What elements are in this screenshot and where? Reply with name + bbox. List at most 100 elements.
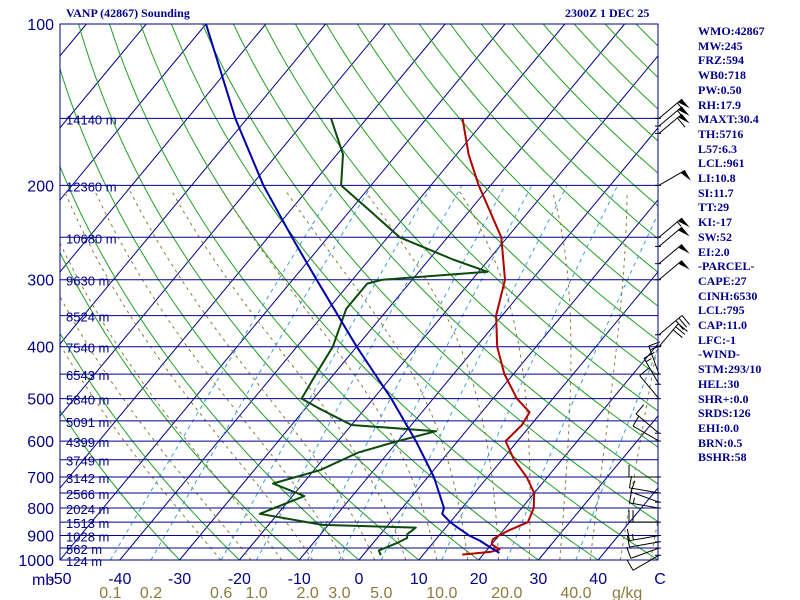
barb-flag bbox=[677, 117, 686, 128]
dry-adiabat-line bbox=[109, 24, 539, 560]
barb-flag bbox=[635, 404, 645, 415]
mixing-ratio-label: 0.1 bbox=[99, 585, 121, 600]
dry-adiabat-line bbox=[356, 24, 658, 342]
x-tick-label: -40 bbox=[108, 571, 131, 588]
x-tick-label: 40 bbox=[589, 571, 607, 588]
dry-adiabat-line bbox=[325, 24, 658, 377]
height-level-label: 5840 m bbox=[66, 393, 109, 408]
isotherm-line bbox=[60, 24, 267, 273]
wind-barb bbox=[628, 510, 661, 523]
barb-staff bbox=[630, 547, 660, 559]
y-tick-label: 900 bbox=[27, 528, 54, 545]
dry-adiabat-line bbox=[511, 24, 658, 174]
index-row: TH:5716 bbox=[698, 126, 744, 141]
moist-adiabat-line bbox=[222, 190, 438, 560]
height-level-label: 2566 m bbox=[66, 487, 109, 502]
barb-staff bbox=[639, 375, 660, 399]
height-level-label: 1513 m bbox=[66, 516, 109, 531]
wind-barb bbox=[655, 169, 691, 186]
isotherm-line bbox=[298, 127, 658, 560]
barb-pennant bbox=[678, 106, 690, 116]
y-tick-label: 800 bbox=[27, 501, 54, 518]
x-tick-label: -30 bbox=[168, 571, 191, 588]
barb-staff bbox=[658, 315, 683, 336]
y-tick-label: 700 bbox=[27, 470, 54, 487]
barb-half-flag bbox=[645, 358, 652, 363]
index-row: STM:293/10 bbox=[698, 362, 762, 377]
height-level-label: 14140 m bbox=[66, 112, 117, 127]
index-row: FRZ:594 bbox=[698, 53, 744, 68]
barb-staff bbox=[658, 226, 683, 247]
index-row: LCL:795 bbox=[698, 303, 745, 318]
barb-staff bbox=[658, 217, 683, 238]
height-level-label: 5091 m bbox=[66, 415, 109, 430]
isotherm-line bbox=[60, 24, 147, 129]
y-tick-label: 500 bbox=[27, 392, 54, 409]
moist-adiabat-line bbox=[619, 339, 658, 560]
dry-adiabat-line bbox=[60, 409, 180, 560]
moist-adiabat-line bbox=[285, 190, 469, 560]
dewpoint-profile-line bbox=[258, 118, 489, 556]
mixing-ratio-label: 10.0 bbox=[426, 585, 457, 600]
x-axis-unit: C bbox=[654, 571, 666, 588]
barb-flag bbox=[678, 317, 688, 328]
index-row: MAXT:30.4 bbox=[698, 112, 759, 127]
mixing-ratio-line bbox=[220, 185, 433, 560]
barb-staff bbox=[632, 425, 660, 442]
height-level-label: 3142 m bbox=[66, 471, 109, 486]
index-row: SW:52 bbox=[698, 229, 733, 244]
index-row: SI:11.7 bbox=[698, 185, 734, 200]
index-row: PW:0.50 bbox=[698, 82, 742, 97]
height-level-label: 7540 m bbox=[66, 341, 109, 356]
y-tick-label: 300 bbox=[27, 273, 54, 290]
dry-adiabat-line bbox=[263, 24, 658, 448]
barb-flag bbox=[626, 528, 630, 541]
moist-adiabat-line bbox=[589, 191, 628, 560]
barb-pennant bbox=[678, 114, 690, 124]
index-row: CAP:11.0 bbox=[698, 318, 747, 333]
isotherm-line bbox=[538, 415, 658, 560]
barb-flag bbox=[628, 490, 633, 503]
index-row: BSHR:58 bbox=[698, 450, 747, 465]
index-row: -WIND- bbox=[698, 347, 740, 362]
height-level-label: 124 m bbox=[66, 554, 102, 569]
dry-adiabat-line bbox=[60, 165, 360, 560]
height-level-label: 4399 m bbox=[66, 435, 109, 450]
barb-pennant bbox=[678, 227, 690, 237]
x-tick-label: -10 bbox=[288, 571, 311, 588]
barb-half-flag bbox=[677, 110, 682, 116]
temperature-profile-line bbox=[461, 118, 536, 556]
mixing-ratio-line bbox=[506, 212, 658, 560]
barb-staff bbox=[629, 541, 660, 548]
index-row: CAPE:27 bbox=[698, 273, 747, 288]
isotherm-line bbox=[60, 24, 326, 345]
index-row: EI:2.0 bbox=[698, 244, 730, 259]
index-row: LI:10.8 bbox=[698, 171, 736, 186]
barb-staff bbox=[648, 345, 660, 375]
mixing-ratio-label: 40.0 bbox=[560, 585, 591, 600]
barb-flag bbox=[672, 329, 683, 338]
barb-staff bbox=[629, 534, 660, 542]
barb-flag bbox=[626, 546, 632, 559]
mixing-ratio-label: 3.0 bbox=[328, 585, 350, 600]
height-level-label: 2024 m bbox=[66, 502, 109, 517]
dry-adiabat-line bbox=[294, 24, 658, 412]
wind-barb bbox=[630, 480, 661, 503]
x-tick-label: 10 bbox=[410, 571, 428, 588]
mixing-ratio-unit: g/kg bbox=[612, 585, 642, 600]
moist-adiabat-line bbox=[60, 343, 222, 560]
isotherm-line bbox=[60, 24, 506, 560]
mixing-ratio-line bbox=[256, 185, 463, 560]
dry-adiabat-line bbox=[480, 24, 658, 207]
x-tick-label: 20 bbox=[470, 571, 488, 588]
dry-adiabat-line bbox=[171, 24, 658, 560]
barb-staff bbox=[635, 413, 660, 434]
wind-barb bbox=[655, 315, 691, 336]
barb-pennant bbox=[678, 218, 690, 228]
dry-adiabat-line bbox=[418, 24, 658, 273]
barb-flag bbox=[630, 480, 636, 493]
moist-adiabat-line bbox=[60, 295, 252, 560]
index-row: SHR+:0.0 bbox=[698, 391, 749, 406]
height-level-label: 8524 m bbox=[66, 310, 109, 325]
height-level-label: 6543 m bbox=[66, 368, 109, 383]
